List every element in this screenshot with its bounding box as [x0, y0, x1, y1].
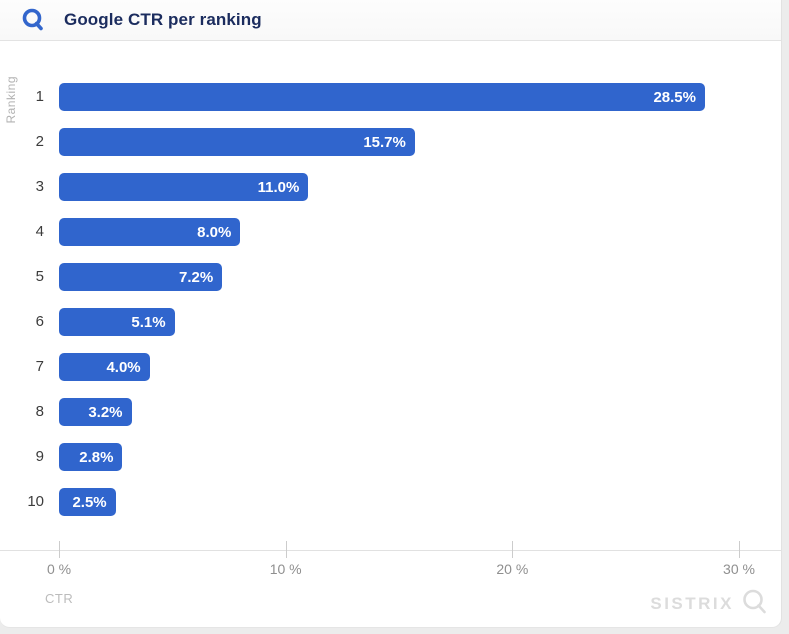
bar-rank-7[interactable]: 4.0% [59, 353, 150, 381]
x-tick-label: 30 % [723, 561, 755, 577]
chart-row: 7 4.0% [0, 353, 781, 381]
bar-value-label: 5.1% [131, 313, 166, 331]
y-tick-label: 4 [35, 223, 44, 240]
x-tick-label: 20 % [496, 561, 529, 577]
y-tick-label: 3 [35, 178, 44, 195]
bar-value-label: 11.0% [257, 178, 300, 196]
y-tick-label: 5 [35, 268, 44, 285]
bar-rank-5[interactable]: 7.2% [59, 263, 223, 291]
magnifier-icon [741, 588, 768, 620]
bar-value-label: 2.8% [79, 448, 114, 466]
y-tick-label: 7 [35, 358, 44, 375]
chart-row: 3 11.0% [0, 173, 781, 201]
bar-value-label: 8.0% [197, 223, 232, 241]
chart-row: 2 15.7% [0, 128, 781, 156]
y-tick-label: 1 [35, 88, 44, 105]
x-axis-tick [59, 541, 60, 558]
bar-value-label: 28.5% [653, 88, 696, 106]
bar-rank-1[interactable]: 28.5% [59, 83, 705, 111]
x-axis-tick [512, 541, 514, 558]
x-axis-tick [739, 541, 740, 558]
bar-value-label: 3.2% [88, 403, 123, 421]
bar-rank-9[interactable]: 2.8% [59, 443, 123, 471]
bar-rank-3[interactable]: 11.0% [59, 173, 309, 201]
x-axis-tick [285, 541, 287, 558]
bar-value-label: 4.0% [106, 358, 141, 376]
bar-rank-4[interactable]: 8.0% [59, 218, 241, 246]
bar-value-label: 2.5% [72, 493, 107, 511]
x-axis-title: CTR [45, 591, 74, 606]
x-tick-label: 10 % [269, 561, 302, 577]
bar-value-label: 15.7% [363, 133, 406, 151]
magnifier-icon [20, 7, 46, 33]
y-tick-label: 10 [27, 493, 44, 510]
chart-header: Google CTR per ranking [0, 0, 781, 41]
chart-area: Ranking 1 28.5% 2 15.7% 3 11.0% 4 8.0% 5 7.2% 6 5.1… [0, 40, 781, 627]
y-tick-label: 2 [35, 133, 44, 150]
chart-row: 1 28.5% [0, 83, 781, 111]
bar-rank-2[interactable]: 15.7% [59, 128, 415, 156]
bar-rank-6[interactable]: 5.1% [59, 308, 175, 336]
bar-rank-10[interactable]: 2.5% [59, 488, 116, 516]
sistrix-watermark: SISTRIX [650, 588, 768, 620]
y-tick-label: 8 [35, 403, 44, 420]
chart-row: 8 3.2% [0, 398, 781, 426]
x-axis-line [0, 550, 781, 551]
chart-row: 9 2.8% [0, 443, 781, 471]
chart-row: 10 2.5% [0, 488, 781, 516]
chart-row: 4 8.0% [0, 218, 781, 246]
chart-row: 6 5.1% [0, 308, 781, 336]
bar-rank-8[interactable]: 3.2% [59, 398, 132, 426]
y-tick-label: 6 [35, 313, 44, 330]
chart-row: 5 7.2% [0, 263, 781, 291]
chart-title: Google CTR per ranking [64, 10, 262, 29]
bar-value-label: 7.2% [178, 268, 214, 286]
x-tick-label: 0 % [46, 561, 72, 577]
y-tick-label: 9 [35, 448, 44, 465]
sistrix-wordmark: SISTRIX [650, 594, 734, 613]
